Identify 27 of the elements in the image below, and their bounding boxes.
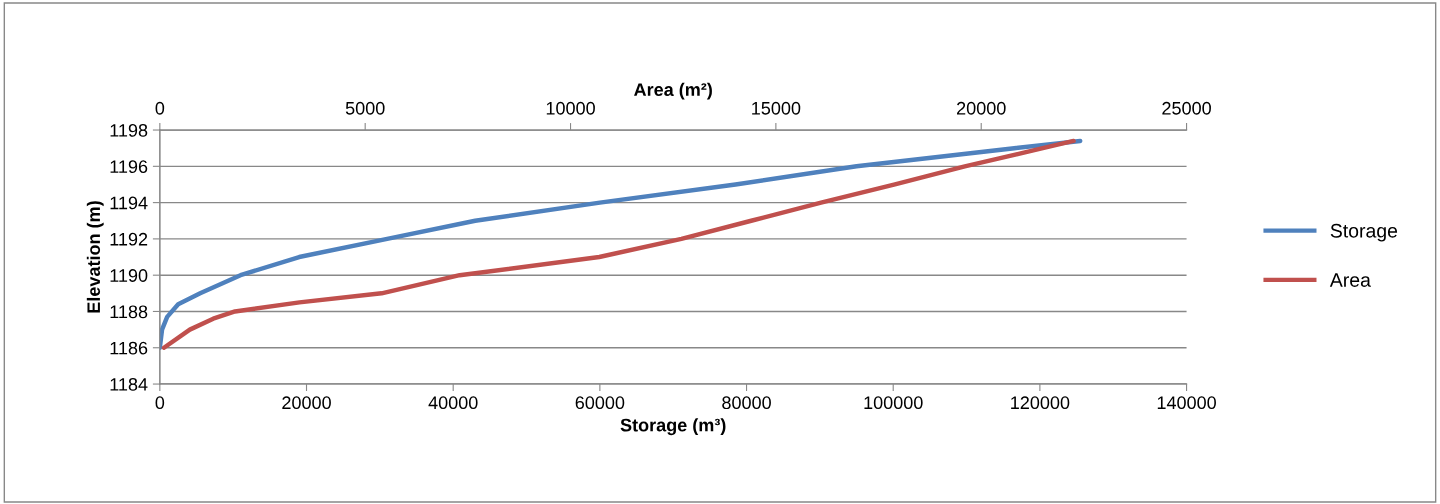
y-tick-label: 1186 [110, 341, 148, 355]
x-tick-label: 0 [155, 396, 165, 410]
legend-label: Storage [1330, 223, 1398, 242]
y-tick-label: 1196 [110, 160, 148, 174]
y-tick-label: 1192 [110, 232, 148, 246]
legend-label: Area [1329, 273, 1371, 287]
x-tick-label: 100000 [864, 396, 923, 410]
y-tick-label: 1184 [110, 377, 148, 391]
x-axis-title: Storage (m³) [620, 418, 726, 436]
x-tick-label: 20000 [282, 396, 331, 410]
y-tick-label: 1198 [110, 123, 148, 137]
x2-tick-label: 25000 [1162, 101, 1211, 115]
y-axis-title: Elevation (m) [86, 201, 104, 313]
x-tick-label: 120000 [1011, 396, 1070, 410]
y-tick-label: 1190 [110, 269, 148, 282]
x2-tick-label: 20000 [957, 101, 1006, 115]
x2-tick-label: 15000 [752, 101, 801, 115]
x2-tick-label: 5000 [345, 101, 385, 115]
y-tick-label: 1194 [110, 196, 148, 210]
x2-tick-label: 0 [155, 101, 165, 115]
x-tick-label: 80000 [722, 396, 771, 410]
y-tick-label: 1188 [110, 305, 148, 319]
x-tick-label: 60000 [575, 396, 625, 410]
x-tick-label: 140000 [1157, 396, 1216, 410]
x2-tick-label: 10000 [546, 101, 595, 115]
x2-axis-title: Area (m²) [634, 82, 712, 100]
x-tick-label: 40000 [428, 396, 478, 410]
